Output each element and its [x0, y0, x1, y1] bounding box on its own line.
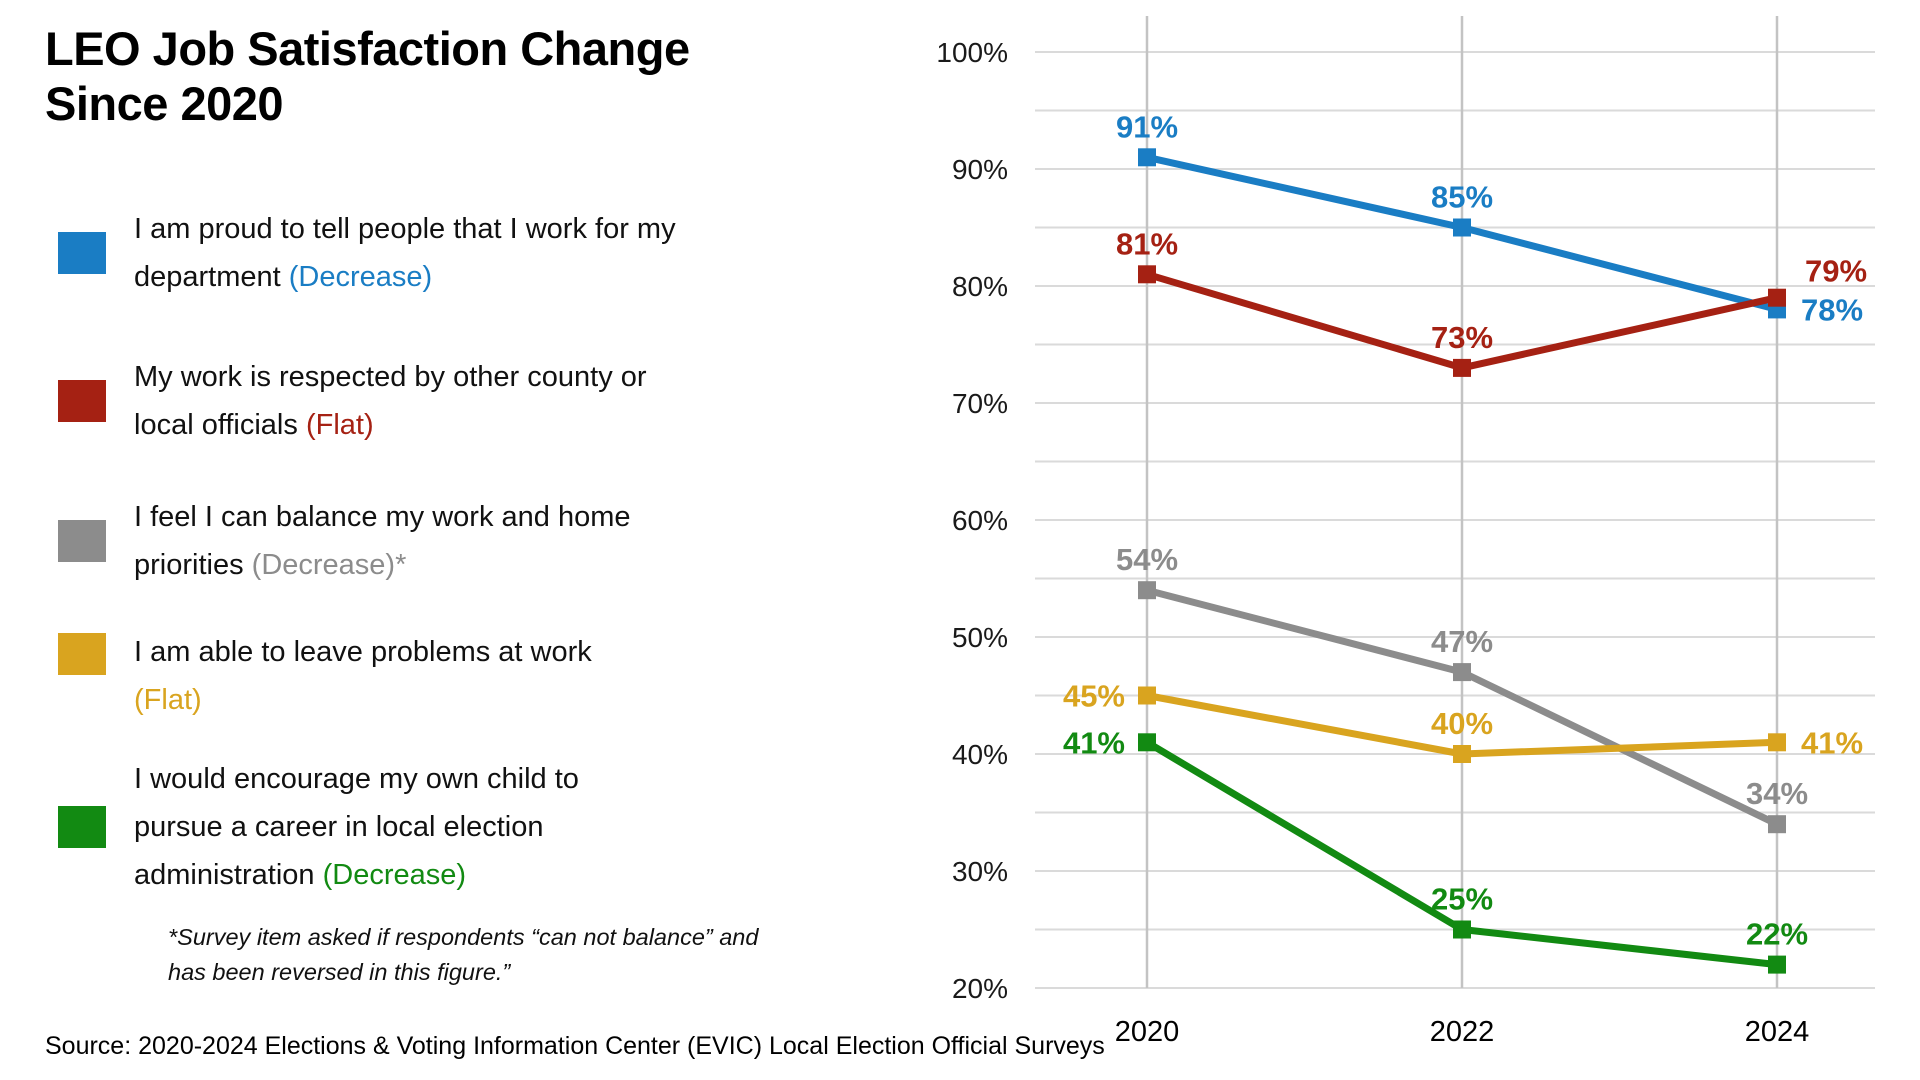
data-point-marker — [1453, 663, 1471, 682]
y-tick-label: 50% — [952, 622, 1008, 653]
data-point-marker — [1138, 265, 1156, 284]
data-point-marker — [1138, 148, 1156, 167]
data-point-marker — [1453, 218, 1471, 237]
data-point-marker — [1138, 581, 1156, 600]
y-tick-label: 30% — [952, 856, 1008, 887]
legend-item: My work is respected by other county or … — [58, 353, 659, 449]
data-point-marker — [1453, 745, 1471, 763]
data-point-marker — [1453, 358, 1471, 377]
data-point-marker — [1768, 733, 1786, 752]
x-tick-label: 2024 — [1745, 1016, 1810, 1048]
data-point-marker — [1768, 955, 1786, 974]
legend-label: I feel I can balance my work and home pr… — [134, 501, 631, 581]
legend-item: I feel I can balance my work and home pr… — [58, 493, 664, 589]
data-point-label: 40% — [1431, 706, 1493, 741]
series-4: 41% 25% 22% — [1063, 725, 1808, 974]
legend-trend-label: (Decrease)* — [251, 549, 407, 581]
y-tick-label: 100% — [936, 37, 1008, 68]
data-point-label: 91% — [1116, 109, 1178, 144]
data-point-label: 41% — [1801, 725, 1863, 760]
series-3: 45% 40% 41% — [1063, 679, 1863, 763]
legend-trend-label: (Flat) — [305, 409, 374, 441]
data-point-label: 25% — [1431, 882, 1493, 917]
x-tick-label: 2020 — [1115, 1016, 1180, 1048]
data-point-marker — [1138, 733, 1156, 752]
data-point-label: 79% — [1805, 254, 1867, 289]
data-point-label: 54% — [1116, 542, 1178, 577]
legend-label: I am proud to tell people that I work fo… — [134, 213, 676, 293]
series-2: 54% 47% 34% — [1116, 542, 1808, 834]
x-tick-label: 2022 — [1430, 1016, 1495, 1048]
y-tick-label: 60% — [952, 505, 1008, 536]
data-point-label: 73% — [1431, 320, 1493, 355]
legend-label: I am able to leave problems at work (Fla… — [134, 636, 592, 716]
legend-label: I would encourage my own child to pursue… — [134, 763, 579, 891]
data-point-label: 41% — [1063, 725, 1125, 760]
y-tick-label: 40% — [952, 739, 1008, 770]
data-point-marker — [1768, 288, 1786, 307]
data-point-marker — [1768, 815, 1786, 834]
data-point-label: 45% — [1063, 679, 1125, 714]
legend-item: I am able to leave problems at work (Fla… — [58, 628, 639, 724]
legend: I am proud to tell people that I work fo… — [45, 22, 775, 1022]
legend-label: My work is respected by other county or … — [134, 361, 647, 441]
source-note: Source: 2020-2024 Elections & Voting Inf… — [45, 1032, 1105, 1060]
y-tick-label: 80% — [952, 271, 1008, 302]
data-point-label: 85% — [1431, 180, 1493, 215]
y-tick-label: 90% — [952, 154, 1008, 185]
legend-trend-label: (Flat) — [134, 684, 202, 716]
footnote: *Survey item asked if respondents “can n… — [168, 924, 759, 986]
legend-color-swatch-icon — [58, 380, 106, 422]
data-point-marker — [1138, 686, 1156, 705]
y-axis-labels: 20% 30% 40% 50% 60% 70% 80% 90% 100% — [936, 37, 1008, 1004]
legend-item: I am proud to tell people that I work fo… — [58, 205, 719, 301]
legend-color-swatch-icon — [58, 520, 106, 562]
x-axis-labels: 2020 2022 2024 — [1115, 1016, 1810, 1048]
legend-item: I would encourage my own child to pursue… — [58, 755, 599, 899]
data-point-label: 78% — [1801, 292, 1863, 327]
legend-trend-label: (Decrease) — [322, 859, 467, 891]
y-tick-label: 20% — [952, 973, 1008, 1004]
left-panel: LEO Job Satisfaction Change Since 2020 I… — [45, 22, 775, 1022]
legend-color-swatch-icon — [58, 633, 106, 675]
legend-color-swatch-icon — [58, 806, 106, 848]
y-tick-label: 70% — [952, 388, 1008, 419]
data-point-label: 81% — [1116, 226, 1178, 261]
series-1: 81% 73% 79% — [1116, 226, 1867, 377]
data-point-marker — [1453, 920, 1471, 939]
page-title: LEO Job Satisfaction Change Since 2020 — [45, 22, 690, 130]
data-point-label: 34% — [1746, 776, 1808, 811]
data-point-label: 22% — [1746, 917, 1808, 952]
series-0: 91% 85% 78% — [1116, 109, 1863, 327]
data-point-label: 47% — [1431, 624, 1493, 659]
legend-trend-label: (Decrease) — [288, 261, 433, 293]
legend-color-swatch-icon — [58, 232, 106, 274]
